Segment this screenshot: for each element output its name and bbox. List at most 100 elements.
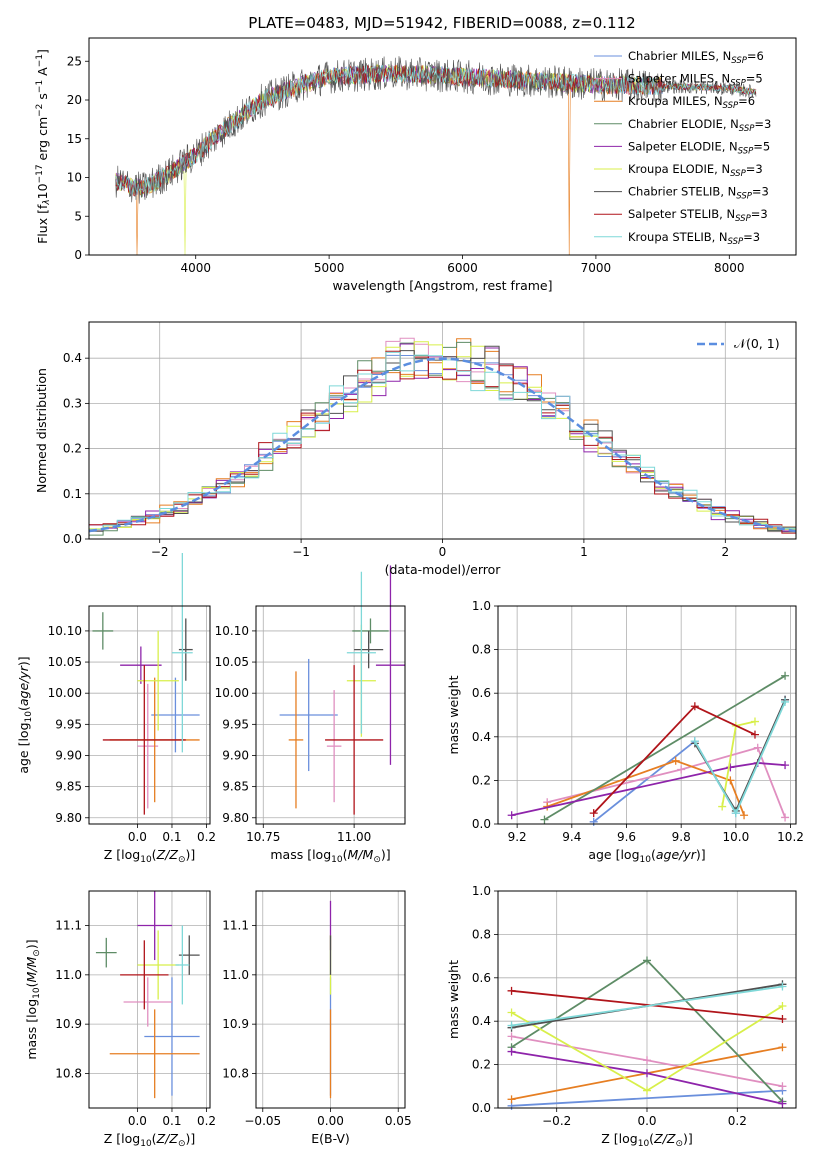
y-axis-label-main: age [log [16, 722, 31, 773]
x-axis-label: mass [log10(M/M⊙)] [270, 847, 390, 865]
legend-label-text: Salpeter ELODIE, N [628, 139, 738, 153]
legend-label: Kroupa ELODIE, NSSP=3 [628, 162, 763, 179]
legend-label: Chabrier MILES, NSSP=6 [628, 49, 764, 66]
weight-line [546, 746, 786, 818]
legend-label: 𝒩(0, 1) [734, 336, 780, 351]
y-tick-label: 0.8 [472, 927, 491, 941]
x-tick-label: 0.05 [385, 1114, 412, 1128]
x-tick-label: 0.2 [728, 1114, 747, 1128]
legend-label-suffix: =3 [752, 185, 769, 199]
y-tick-label: 10.8 [222, 1066, 249, 1080]
legend-label-suffix: =6 [738, 94, 755, 108]
legend-label-sub: SSP [723, 101, 739, 111]
weight-marker [643, 1069, 651, 1078]
x-tick-label: 2 [721, 545, 729, 559]
weight-marker [750, 717, 759, 726]
y-tick-label: 10.8 [55, 1066, 82, 1080]
legend-label-sub: SSP [738, 146, 754, 156]
weight-marker [507, 1047, 516, 1056]
x-axis-label: E(B-V) [311, 1131, 350, 1146]
y-tick-label: 9.95 [55, 717, 82, 731]
legend-label-text: Salpeter MILES, N [628, 72, 730, 86]
y-tick-label: 10.9 [55, 1017, 82, 1031]
legend-label-text: Chabrier STELIB, N [628, 185, 736, 199]
legend-label-sub: SSP [736, 192, 752, 202]
y-tick-label: 11.1 [55, 919, 82, 933]
weight-marker [781, 761, 790, 770]
axes-frame [497, 605, 797, 825]
weight-marker [731, 809, 740, 818]
weight-marker [690, 702, 699, 711]
x-tick-label: 9.8 [672, 830, 691, 844]
weight-marker [643, 956, 651, 965]
legend-label-suffix: =3 [743, 230, 760, 244]
weight-marker [778, 1099, 787, 1108]
axes-frame [88, 890, 211, 1109]
weight-marker [643, 1086, 651, 1095]
y-tick-label: 0.0 [472, 1101, 491, 1115]
y-tick-label: 9.95 [222, 717, 249, 731]
y-tick-label: 9.80 [55, 811, 82, 825]
weight-marker [781, 671, 790, 680]
y-axis-label: mass weight [446, 675, 461, 754]
x-tick-label: 0 [439, 545, 447, 559]
x-tick-label: 10.2 [777, 830, 804, 844]
legend-label-suffix: =5 [753, 139, 770, 153]
x-tick-label: 1 [580, 545, 588, 559]
x-tick-label: 0.2 [197, 830, 216, 844]
axes-frame [88, 37, 797, 256]
legend-label: Salpeter MILES, NSSP=5 [628, 72, 763, 89]
y-tick-label: 0.2 [472, 1058, 491, 1072]
legend-label-suffix: =6 [747, 49, 764, 63]
legend-label-sub: SSP [735, 214, 751, 224]
x-axis-label: Z [log10(Z/Z⊙)] [104, 847, 196, 865]
x-tick-label: 9.2 [508, 830, 527, 844]
weight-marker [778, 982, 787, 991]
legend-label-text: Kroupa STELIB, N [628, 230, 728, 244]
x-tick-label: 10.0 [722, 830, 749, 844]
weight-marker [750, 730, 759, 739]
x-axis-label-main: Z [log [104, 1131, 140, 1146]
weight-marker [726, 763, 735, 772]
y-tick-label: 0.1 [63, 487, 82, 501]
weight-line [511, 985, 783, 1027]
y-tick-label: 0.3 [63, 396, 82, 410]
y-tick-label: 9.90 [55, 748, 82, 762]
y-tick-label: 25 [67, 54, 82, 68]
y-tick-label: 10.00 [48, 686, 82, 700]
legend-label: Chabrier ELODIE, NSSP=3 [628, 117, 771, 134]
weight-marker [671, 756, 680, 765]
x-tick-label: 9.6 [617, 830, 636, 844]
weight-marker [690, 737, 699, 746]
legend-label-text: Kroupa MILES, N [628, 94, 723, 108]
figure-title: PLATE=0483, MJD=51942, FIBERID=0088, z=0… [248, 14, 635, 32]
y-tick-label: 1.0 [472, 599, 491, 613]
legend-label-sub: SSP [728, 237, 744, 247]
x-tick-label: 7000 [581, 261, 612, 275]
x-axis-label: Z [log10(Z/Z⊙)] [104, 1131, 196, 1149]
x-tick-label: 4000 [180, 261, 211, 275]
x-axis-label: Z [log10(Z/Z⊙)] [601, 1131, 693, 1149]
y-tick-label: 0.2 [472, 773, 491, 787]
histogram-step [89, 350, 796, 537]
x-tick-label: −0.2 [542, 1114, 571, 1128]
x-tick-label: 5000 [314, 261, 345, 275]
x-tick-label: −2 [151, 545, 169, 559]
y-axis-label: age [log10(age/yr)] [16, 656, 34, 773]
y-tick-label: 0.2 [63, 442, 82, 456]
x-tick-label: 0.0 [637, 1114, 656, 1128]
x-tick-label: 0.1 [162, 830, 181, 844]
y-tick-label: 0.4 [472, 730, 491, 744]
y-axis-label: Normed distribution [34, 368, 49, 493]
legend-label-suffix: =5 [746, 72, 763, 86]
legend-label-sub: SSP [730, 79, 746, 89]
legend-label-suffix: =3 [751, 207, 768, 221]
y-tick-label: 10.10 [48, 624, 82, 638]
weight-marker [781, 697, 790, 706]
legend-label-sub: SSP [731, 56, 747, 66]
spectrum-line [115, 64, 757, 195]
y-tick-label: 1.0 [472, 884, 491, 898]
weight-marker [778, 1002, 787, 1011]
